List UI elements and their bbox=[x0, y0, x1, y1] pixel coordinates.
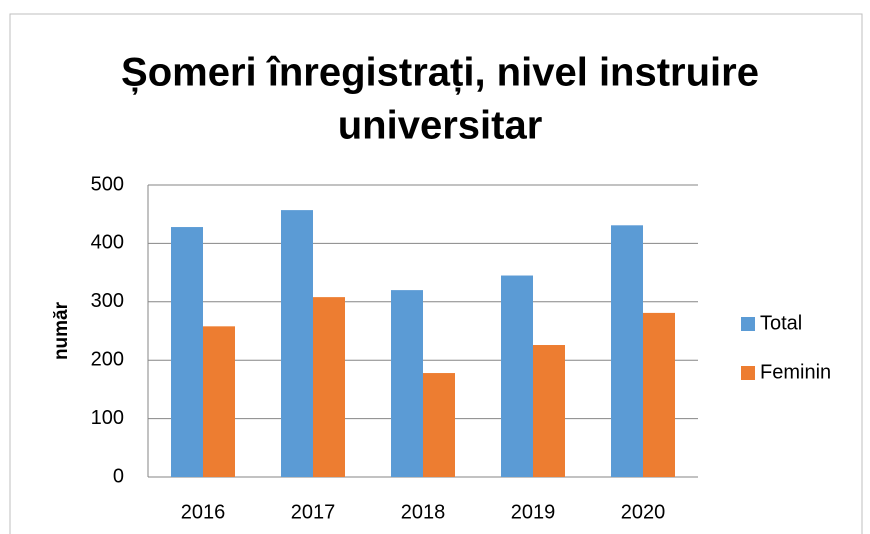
bar bbox=[423, 373, 455, 477]
x-tick-label: 2016 bbox=[181, 501, 226, 523]
bar bbox=[611, 225, 643, 477]
bar bbox=[501, 275, 533, 477]
chart-title: universitar bbox=[338, 104, 543, 148]
bar bbox=[313, 297, 345, 477]
x-tick-label: 2019 bbox=[511, 501, 556, 523]
y-tick-label: 100 bbox=[91, 407, 124, 429]
legend-swatch bbox=[741, 366, 755, 380]
legend-label: Feminin bbox=[760, 361, 831, 383]
y-axis-label: număr bbox=[51, 301, 72, 360]
bar bbox=[533, 345, 565, 477]
bar bbox=[281, 210, 313, 477]
y-tick-label: 0 bbox=[113, 465, 124, 487]
chart-title: Șomeri înregistrați, nivel instruire bbox=[121, 51, 759, 95]
x-tick-label: 2018 bbox=[401, 501, 446, 523]
legend-label: Total bbox=[760, 312, 802, 334]
legend-swatch bbox=[741, 317, 755, 331]
y-tick-label: 400 bbox=[91, 232, 124, 254]
x-tick-label: 2020 bbox=[621, 501, 666, 523]
bar bbox=[203, 326, 235, 477]
y-tick-label: 300 bbox=[91, 290, 124, 312]
bar bbox=[391, 290, 423, 477]
y-tick-label: 200 bbox=[91, 348, 124, 370]
y-tick-label: 500 bbox=[91, 173, 124, 195]
x-tick-label: 2017 bbox=[291, 501, 336, 523]
bar bbox=[171, 227, 203, 477]
bar bbox=[643, 312, 675, 477]
